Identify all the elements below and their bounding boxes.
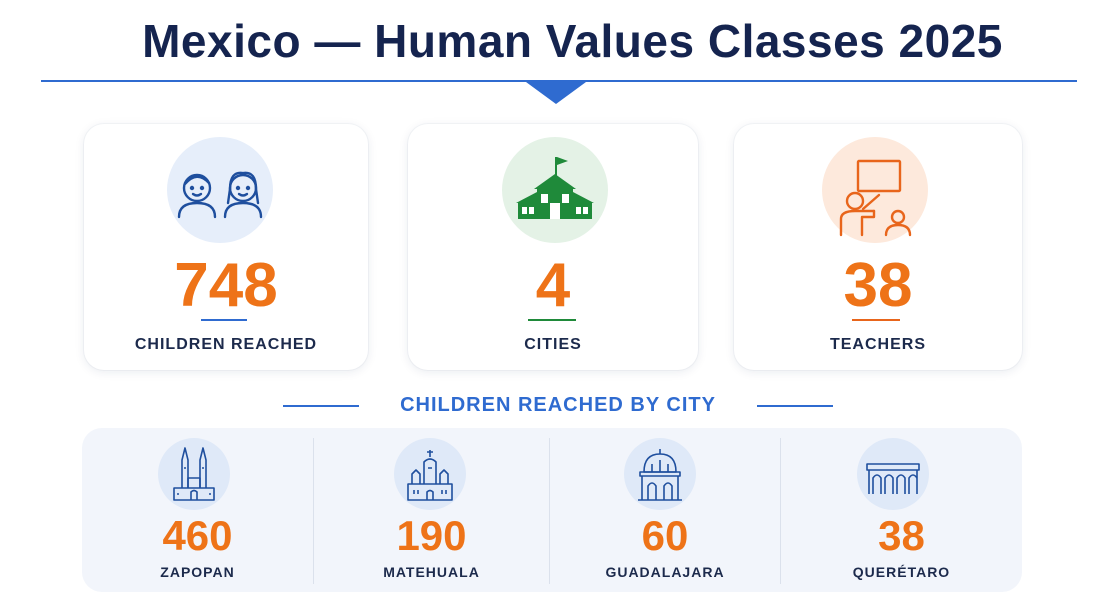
cities-label: CITIES (524, 336, 582, 353)
stat-card-children: 748 CHILDREN REACHED (84, 124, 368, 370)
dome-building-icon (624, 438, 696, 510)
section-title: CHILDREN REACHED BY CITY (400, 394, 716, 416)
city-breakdown-panel: 460 ZAPOPAN 190 MATEHUALA (82, 428, 1022, 592)
city-divider (313, 438, 314, 584)
city-divider (780, 438, 781, 584)
stat-underline (528, 319, 576, 321)
stat-underline (201, 319, 247, 321)
zapopan-label: ZAPOPAN (160, 564, 235, 580)
section-line-left (283, 405, 359, 407)
matehuala-value: 190 (396, 512, 467, 559)
cities-value: 4 (535, 251, 571, 320)
queretaro-value: 38 (878, 512, 925, 559)
city-divider (549, 438, 550, 584)
children-icon (167, 137, 273, 243)
matehuala-label: MATEHUALA (383, 564, 480, 580)
church-icon (394, 438, 466, 510)
city-queretaro: 38 QUERÉTARO (781, 428, 1022, 592)
guadalajara-value: 60 (641, 512, 689, 559)
stat-card-teachers: 38 TEACHERS (734, 124, 1022, 370)
guadalajara-label: GUADALAJARA (605, 564, 725, 580)
zapopan-value: 460 (162, 512, 233, 559)
page-title: Mexico — Human Values Classes 2025 (142, 15, 1003, 67)
teacher-board-icon (822, 137, 928, 243)
section-line-right (757, 405, 833, 407)
title-divider (41, 80, 1077, 82)
divider-pointer (526, 82, 586, 104)
children-reached-value: 748 (174, 251, 278, 320)
stat-underline (852, 319, 900, 321)
children-reached-label: CHILDREN REACHED (134, 336, 318, 353)
city-zapopan: 460 ZAPOPAN (82, 428, 313, 592)
cathedral-icon (158, 438, 230, 510)
teachers-value: 38 (843, 251, 913, 320)
stat-card-cities: 4 CITIES (408, 124, 698, 370)
city-matehuala: 190 MATEHUALA (314, 428, 549, 592)
queretaro-label: QUERÉTARO (852, 564, 951, 580)
school-building-icon (502, 137, 608, 243)
aqueduct-icon (857, 438, 929, 510)
city-guadalajara: 60 GUADALAJARA (550, 428, 780, 592)
teachers-label: TEACHERS (829, 336, 926, 353)
